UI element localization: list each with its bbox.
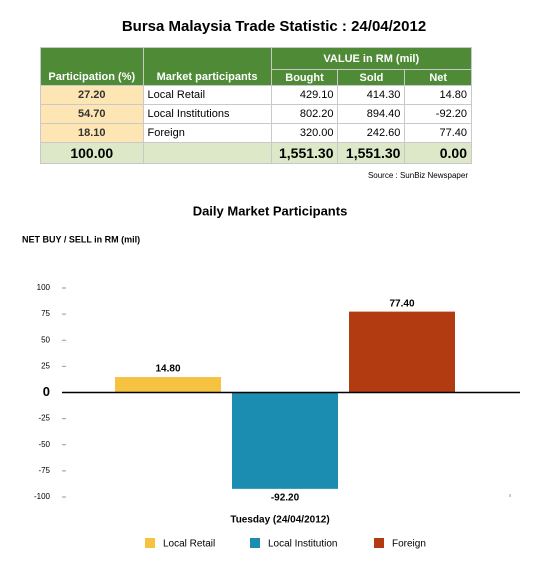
table-cell: 27.20 [40, 85, 144, 105]
total-row: 100.00 1,551.30 1,551.30 0.00 [40, 142, 472, 164]
column-header: Market participants [142, 47, 272, 86]
bar [232, 392, 338, 489]
table-cell: 429.10 [270, 85, 339, 105]
table-row: 18.10 Foreign 320.00 242.60 77.40 [40, 123, 472, 143]
table-row: 54.70 Local Institutions 802.20 894.40 -92.2… [40, 104, 472, 124]
y-tick-label: 25 [41, 361, 50, 370]
column-header: Bought [270, 69, 339, 86]
table-cell: 18.10 [40, 123, 144, 143]
legend-swatch [374, 538, 384, 548]
y-tick-label: -25 [38, 414, 50, 423]
legend-label: Foreign [392, 539, 426, 550]
total-cell: 1,551.30 [337, 142, 406, 164]
y-tick-label: 100 [37, 283, 51, 292]
total-cell: 0.00 [404, 142, 472, 164]
value-label: 77.40 [389, 298, 414, 309]
legend-swatch [145, 538, 155, 548]
y-tick-label: -75 [38, 466, 50, 475]
table-cell: -92.20 [404, 104, 472, 124]
y-tick-label: 75 [41, 309, 50, 318]
page-title: Bursa Malaysia Trade Statistic : 24/04/2… [121, 18, 427, 35]
table-cell: 242.60 [337, 123, 406, 143]
y-tick-label: 50 [41, 335, 50, 344]
y-axis-label: NET BUY / SELL in RM (mil) [22, 234, 140, 244]
y-tick-label: -100 [34, 492, 51, 501]
total-cell [142, 142, 272, 164]
value-label: 14.80 [155, 364, 180, 375]
group-header: VALUE in RM (mil) [270, 47, 473, 70]
source-note: Source : SunBiz Newspaper [367, 171, 468, 180]
legend-label: Local Institution [268, 539, 338, 550]
y-tick-label: -50 [38, 440, 50, 449]
table-row: 27.20 Local Retail 429.10 414.30 14.80 [40, 85, 472, 105]
table-body: 27.20 Local Retail 429.10 414.30 14.80 54.70 L… [40, 85, 472, 143]
chart-title: Daily Market Participants [193, 203, 348, 218]
total-cell: 100.00 [40, 142, 144, 164]
legend-swatch [250, 538, 260, 548]
bar [349, 311, 455, 393]
value-label: -92.20 [271, 492, 300, 503]
table-cell: 77.40 [404, 123, 472, 143]
total-cell: 1,551.30 [270, 142, 339, 164]
bar [115, 377, 221, 393]
column-header: Sold [337, 69, 406, 86]
legend-label: Local Retail [163, 539, 215, 550]
x-axis-label: Tuesday (24/04/2012) [230, 515, 329, 526]
table-cell: 414.30 [337, 85, 406, 105]
trade-table: Participation (%) Market participants VA… [40, 47, 473, 164]
y-tick-label: 0 [43, 384, 50, 399]
